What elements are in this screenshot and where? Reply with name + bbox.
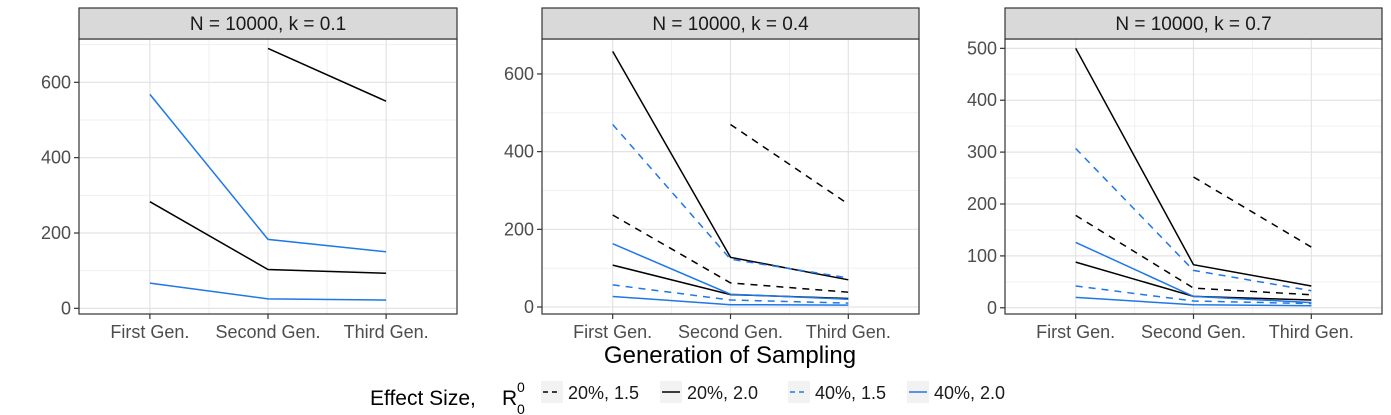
series-line	[612, 284, 849, 304]
facet-panels: N = 10000, k = 0.1 0 200 400 600 First Gen. Se…	[41, 7, 1383, 342]
legend-title: Effect Size,	[370, 387, 476, 410]
series-line	[1075, 47, 1312, 287]
facet-panel: N = 10000, k = 0.1 0 200 400 600 First Gen. Se…	[41, 7, 458, 342]
series-line	[149, 201, 387, 275]
legend: Effect Size, R 0 0 20%, 1.5 20%, 2.0 40%, …	[370, 379, 1005, 415]
series-line	[1075, 147, 1312, 292]
series-line	[1075, 285, 1312, 305]
series-line	[149, 93, 387, 253]
y-tick-label: 0	[524, 297, 534, 317]
legend-item: 40%, 2.0	[907, 381, 1005, 403]
x-tick-label: First Gen.	[1036, 322, 1115, 342]
y-tick-label: 0	[987, 298, 997, 318]
facet-strip-label: N = 10000, k = 0.4	[652, 14, 809, 35]
series-line	[1193, 176, 1312, 248]
facet-strip	[78, 7, 458, 40]
x-tick-label: Second Gen.	[215, 322, 320, 342]
series-line	[149, 282, 387, 301]
legend-item: 20%, 2.0	[660, 381, 758, 403]
y-tick-label: 600	[41, 72, 71, 92]
series-line	[1075, 296, 1312, 307]
facet-strip	[541, 7, 920, 40]
series-line	[612, 243, 849, 300]
x-axis-title: Generation of Sampling	[604, 342, 856, 369]
x-tick-label: Third Gen.	[806, 322, 891, 342]
legend-label: 40%, 1.5	[815, 383, 886, 403]
x-tick-label: Third Gen.	[1269, 322, 1354, 342]
series-line	[730, 123, 849, 205]
y-tick-label: 500	[967, 38, 997, 58]
facet-strip-label: N = 10000, k = 0.1	[190, 14, 346, 35]
y-tick-label: 200	[41, 223, 71, 243]
legend-item: 40%, 1.5	[788, 381, 886, 403]
legend-label: 20%, 1.5	[568, 383, 639, 403]
y-tick-label: 400	[967, 90, 997, 110]
facet-strip-label: N = 10000, k = 0.7	[1115, 14, 1271, 35]
legend-label: 40%, 2.0	[934, 383, 1005, 403]
x-tick-label: First Gen.	[573, 322, 652, 342]
series-line	[267, 47, 387, 102]
x-tick-label: First Gen.	[110, 322, 189, 342]
legend-label: 20%, 2.0	[687, 383, 758, 403]
series-line	[612, 51, 849, 281]
y-tick-label: 100	[967, 246, 997, 266]
facet-strip	[1004, 7, 1383, 40]
x-tick-label: Second Gen.	[678, 322, 783, 342]
facet-panel: N = 10000, k = 0.7 0 100 200 300 400 500 First …	[967, 7, 1383, 342]
y-tick-label: 200	[504, 219, 534, 239]
y-tick-label: 200	[967, 194, 997, 214]
y-tick-label: 400	[504, 142, 534, 162]
y-tick-label: 0	[61, 298, 71, 318]
facet-panel: N = 10000, k = 0.4 0 200 400 600 First Gen. Se…	[504, 7, 920, 342]
y-tick-label: 300	[967, 142, 997, 162]
series-line	[1075, 241, 1312, 304]
x-tick-label: Second Gen.	[1141, 322, 1246, 342]
series-line	[612, 214, 849, 293]
y-tick-label: 600	[504, 64, 534, 84]
legend-keys: 20%, 1.5 20%, 2.0 40%, 1.5 40%, 2.0	[541, 381, 1005, 403]
legend-title-symbol: R	[502, 387, 517, 410]
x-tick-label: Third Gen.	[344, 322, 429, 342]
series-line	[612, 295, 849, 306]
legend-title-superscript: 0	[517, 379, 525, 395]
legend-item: 20%, 1.5	[541, 381, 639, 403]
legend-title-subscript: 0	[517, 401, 525, 415]
y-tick-label: 400	[41, 148, 71, 168]
